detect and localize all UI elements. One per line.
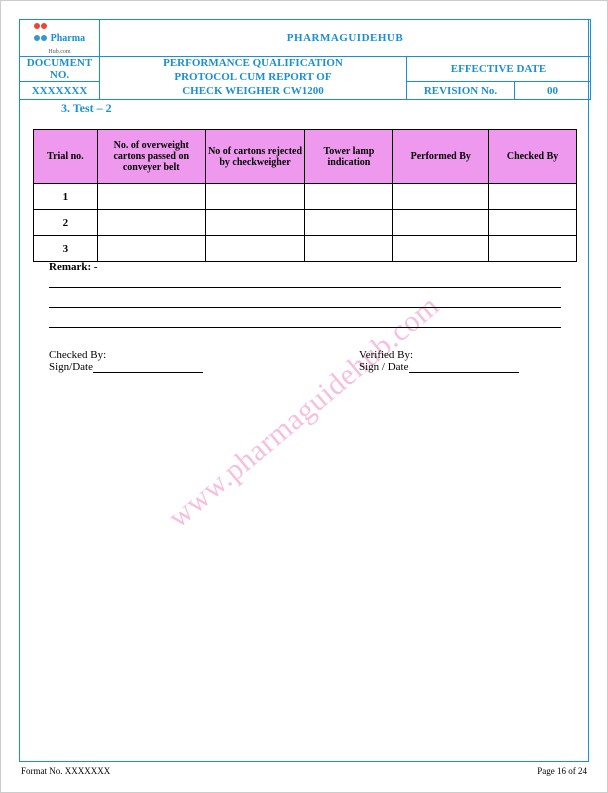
table-row: 1 bbox=[34, 184, 577, 210]
table-cell bbox=[305, 236, 393, 262]
remark-line bbox=[49, 287, 561, 288]
footer-page-no: Page 16 of 24 bbox=[537, 766, 587, 776]
table-cell bbox=[393, 236, 489, 262]
data-table: Trial no.No. of overweight cartons passe… bbox=[33, 129, 577, 262]
table-header-0: Trial no. bbox=[34, 130, 98, 184]
table-cell bbox=[205, 236, 305, 262]
main-title: PERFORMANCE QUALIFICATION PROTOCOL CUM R… bbox=[100, 57, 407, 100]
revision-label: REVISION No. bbox=[407, 82, 515, 100]
table-cell bbox=[97, 210, 205, 236]
docno-value: XXXXXXX bbox=[20, 82, 100, 100]
table-cell: 3 bbox=[34, 236, 98, 262]
site-title: PHARMAGUIDEHUB bbox=[100, 20, 591, 57]
table-cell bbox=[393, 210, 489, 236]
footer-format-no: Format No. XXXXXXX bbox=[21, 766, 110, 776]
table-cell bbox=[97, 184, 205, 210]
table-row: 3 bbox=[34, 236, 577, 262]
section-heading: 3. Test – 2 bbox=[61, 101, 112, 116]
logo-text-bot: Hub.com bbox=[48, 49, 70, 55]
table-cell bbox=[205, 210, 305, 236]
remark-line bbox=[49, 327, 561, 328]
main-title-l3: CHECK WEIGHER CW1200 bbox=[182, 85, 324, 97]
logo-text-top: Pharma bbox=[51, 33, 85, 44]
verified-by-label: Verified By: bbox=[359, 349, 413, 361]
main-title-l1: PERFORMANCE QUALIFICATION bbox=[163, 57, 343, 69]
effective-date-label: EFFECTIVE DATE bbox=[407, 57, 591, 82]
remark-label: Remark: - bbox=[49, 261, 98, 273]
table-cell bbox=[205, 184, 305, 210]
sign-line-right bbox=[409, 372, 519, 373]
table-cell bbox=[489, 184, 577, 210]
table-cell bbox=[305, 184, 393, 210]
remark-line bbox=[49, 307, 561, 308]
sign-date-right-label: Sign / Date bbox=[359, 361, 409, 373]
table-cell bbox=[489, 210, 577, 236]
table-cell bbox=[393, 184, 489, 210]
table-cell bbox=[97, 236, 205, 262]
logo-cell: Pharma Hub.com bbox=[20, 20, 100, 57]
revision-value: 00 bbox=[515, 82, 591, 100]
table-cell: 2 bbox=[34, 210, 98, 236]
header-table: Pharma Hub.com PHARMAGUIDEHUB DOCUMENT N… bbox=[19, 19, 591, 100]
checked-by-label: Checked By: bbox=[49, 349, 106, 361]
table-cell bbox=[305, 210, 393, 236]
sign-line-left bbox=[93, 372, 203, 373]
docno-label: DOCUMENT NO. bbox=[20, 57, 100, 82]
table-header-5: Checked By bbox=[489, 130, 577, 184]
sign-date-left-label: Sign/Date bbox=[49, 361, 93, 373]
table-header-2: No of cartons rejected by checkweigher bbox=[205, 130, 305, 184]
table-cell bbox=[489, 236, 577, 262]
table-header-3: Tower lamp indication bbox=[305, 130, 393, 184]
table-header-1: No. of overweight cartons passed on conv… bbox=[97, 130, 205, 184]
table-row: 2 bbox=[34, 210, 577, 236]
main-title-l2: PROTOCOL CUM REPORT OF bbox=[174, 71, 331, 83]
table-header-4: Performed By bbox=[393, 130, 489, 184]
table-cell: 1 bbox=[34, 184, 98, 210]
